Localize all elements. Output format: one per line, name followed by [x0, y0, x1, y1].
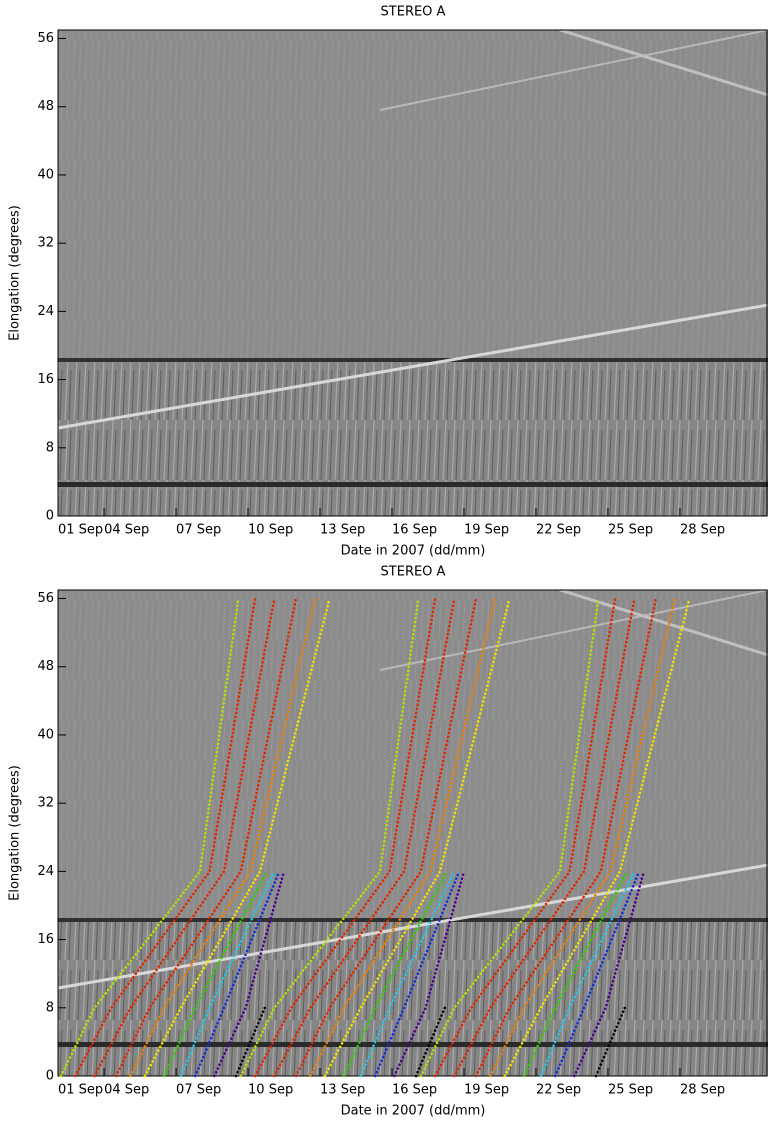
track	[433, 597, 617, 1078]
track	[393, 870, 466, 1078]
x-tick-label: 25 Sep	[608, 523, 653, 538]
x-tick-label: 19 Sep	[464, 1083, 509, 1098]
y-tick-label: 16	[37, 932, 54, 947]
track	[553, 870, 641, 1078]
track	[474, 597, 658, 1078]
track	[239, 597, 420, 1078]
chart-title: STEREO A	[381, 5, 446, 20]
track	[93, 597, 276, 1078]
track	[162, 870, 269, 1078]
x-tick-label: 13 Sep	[320, 1083, 365, 1098]
track	[253, 597, 437, 1078]
y-tick-label: 48	[37, 659, 54, 674]
x-tick-label: 28 Sep	[680, 1083, 725, 1098]
x-tick-label: 10 Sep	[248, 523, 293, 538]
x-tick-label: 19 Sep	[464, 523, 509, 538]
plot-frame	[57, 589, 768, 1077]
y-tick-label: 56	[37, 591, 54, 606]
track	[114, 597, 298, 1078]
y-tick-label: 8	[46, 440, 54, 455]
track	[129, 597, 317, 1078]
x-tick-label: 01 Sep	[58, 1083, 103, 1098]
track	[359, 870, 456, 1078]
y-axis-label: Elongation (degrees)	[8, 765, 23, 901]
x-tick-label: 07 Sep	[176, 523, 221, 538]
track	[539, 870, 636, 1078]
track	[213, 870, 286, 1078]
track	[419, 597, 600, 1078]
y-tick-label: 0	[46, 509, 54, 524]
x-tick-label: 25 Sep	[608, 1083, 653, 1098]
y-tick-label: 32	[37, 796, 54, 811]
track	[522, 870, 629, 1078]
x-axis-label: Date in 2007 (dd/mm)	[341, 544, 486, 559]
track	[342, 870, 449, 1078]
track	[503, 597, 691, 1078]
plot-frame	[57, 29, 768, 517]
track	[273, 597, 456, 1078]
y-tick-label: 8	[46, 1000, 54, 1015]
chart-title: STEREO A	[381, 565, 446, 580]
y-tick-label: 16	[37, 372, 54, 387]
x-axis-label: Date in 2007 (dd/mm)	[341, 1104, 486, 1119]
x-tick-label: 04 Sep	[104, 1083, 149, 1098]
x-tick-label: 07 Sep	[176, 1083, 221, 1098]
y-tick-label: 40	[37, 167, 54, 182]
x-tick-label: 28 Sep	[680, 523, 725, 538]
track	[489, 597, 677, 1078]
track	[179, 870, 276, 1078]
track	[573, 870, 646, 1078]
x-tick-label: 22 Sep	[536, 523, 581, 538]
track	[323, 597, 511, 1078]
y-tick-label: 0	[46, 1069, 54, 1084]
track	[414, 1006, 447, 1078]
track	[309, 597, 497, 1078]
x-tick-label: 22 Sep	[536, 1083, 581, 1098]
x-tick-label: 01 Sep	[58, 523, 103, 538]
track	[59, 597, 240, 1078]
x-tick-label: 16 Sep	[392, 1083, 437, 1098]
x-tick-label: 10 Sep	[248, 1083, 293, 1098]
track	[234, 1006, 267, 1078]
track	[74, 597, 257, 1078]
x-tick-label: 13 Sep	[320, 523, 365, 538]
track	[594, 1006, 627, 1078]
x-tick-label: 16 Sep	[392, 523, 437, 538]
track	[373, 870, 461, 1078]
track	[193, 870, 281, 1078]
y-tick-label: 56	[37, 31, 54, 46]
y-tick-label: 24	[37, 304, 54, 319]
track	[294, 597, 478, 1078]
track	[143, 597, 331, 1078]
track	[453, 597, 636, 1078]
y-tick-label: 40	[37, 727, 54, 742]
y-tick-label: 48	[37, 99, 54, 114]
y-tick-label: 24	[37, 864, 54, 879]
x-tick-label: 04 Sep	[104, 523, 149, 538]
y-axis-label: Elongation (degrees)	[8, 205, 23, 341]
y-tick-label: 32	[37, 236, 54, 251]
